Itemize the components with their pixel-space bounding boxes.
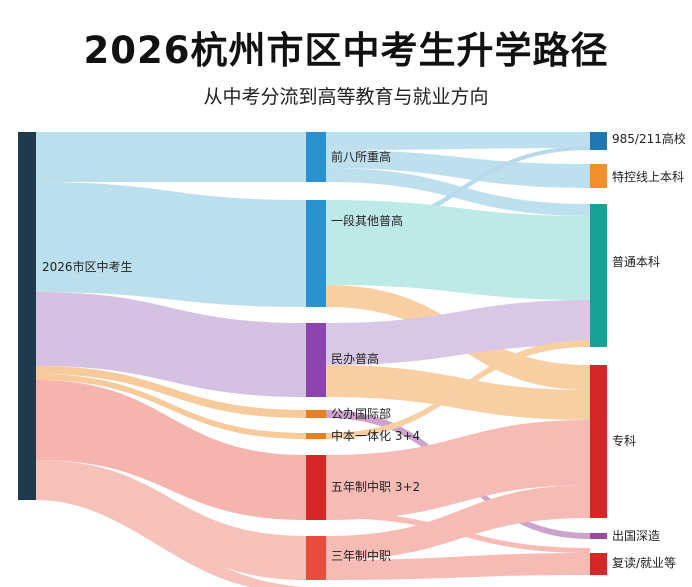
flow-top8-985 [326,132,590,150]
label-abroad: 出国深造 [612,529,660,543]
dest-nodes [590,132,607,575]
flow-zbyth-putong [326,340,590,439]
node-five [306,455,326,520]
label-five: 五年制中职 3+2 [331,479,420,494]
node-zhuanke [590,365,607,518]
label-work: 复读/就业等 [612,556,676,570]
node-work [590,553,607,575]
node-private [306,323,326,397]
flow-source-zbyth [36,374,306,439]
node-zbyth [306,433,326,439]
label-putong: 普通本科 [612,255,660,269]
label-private: 民办普高 [331,351,379,366]
flow-private-putong [326,300,590,365]
flow-source-other [36,182,306,307]
label-top8: 前八所重高 [331,149,391,164]
label-other: 一段其他普高 [331,213,403,228]
node-other [306,200,326,307]
node-putong [590,204,607,347]
flow-source-private [36,292,306,397]
flow-other-985 [326,146,590,236]
flow-source-top8 [36,132,306,182]
label-zhuanke: 专科 [612,433,636,448]
label-intl: 公办国际部 [331,406,391,421]
node-three [306,536,326,580]
flow-other-putong [326,200,590,300]
node-source [18,132,36,500]
label-985: 985/211高校 [612,131,686,146]
label-zbyth: 中本一体化 3+4 [331,428,420,443]
label-three: 三年制中职 [331,548,391,563]
flow-source-bottom [36,486,306,587]
flow-source-five [36,380,306,520]
diagram-subtitle: 从中考分流到高等教育与就业方向 [203,86,489,108]
label-source: 2026市区中考生 [42,259,133,274]
flow-three-work [326,553,590,580]
flow-five-zhuanke [326,420,590,520]
dest-flows [326,132,590,580]
flow-three-zhuanke [326,485,590,560]
flow-top8-tekong [326,150,590,188]
node-intl [306,410,326,418]
node-985 [590,132,607,150]
flow-source-three [36,460,306,580]
middle-nodes [306,132,326,580]
node-tekong [590,164,607,188]
flow-source-intl [36,366,306,418]
flow-five-work [326,512,590,553]
node-abroad [590,533,607,539]
diagram-title: 2026杭州市区中考生升学路径 [83,29,609,72]
node-top8 [306,132,326,182]
source-flows [36,132,306,587]
label-tekong: 特控线上本科 [612,169,684,184]
